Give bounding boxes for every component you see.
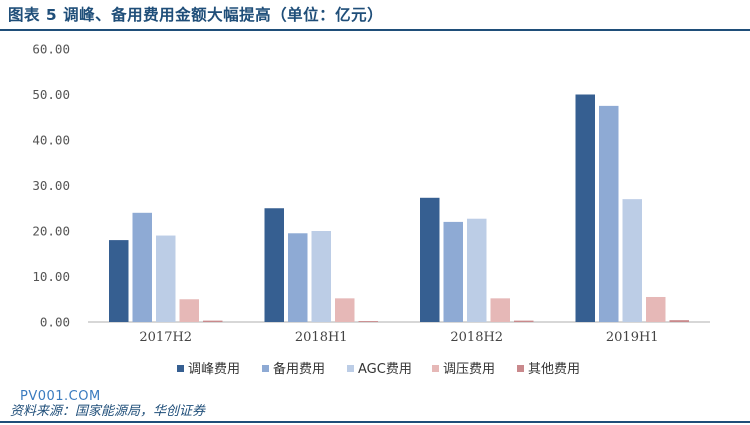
y-tick-label: 40.00 xyxy=(32,133,70,148)
bar xyxy=(109,240,129,322)
bar xyxy=(203,320,223,322)
bar xyxy=(132,212,152,322)
legend: 调峰费用 备用费用 AGC费用 调压费用 其他费用 xyxy=(177,361,580,377)
legend-label: 备用费用 xyxy=(273,361,325,377)
x-axis-labels: 2017H2 2018H1 2018H2 2019H1 xyxy=(139,330,658,345)
bar xyxy=(179,299,199,322)
y-tick-label: 10.00 xyxy=(32,269,70,284)
legend-swatch xyxy=(347,365,354,372)
x-category-label: 2017H2 xyxy=(139,330,192,345)
bar xyxy=(599,105,619,322)
legend-swatch xyxy=(177,365,184,372)
legend-label: 调压费用 xyxy=(443,362,495,377)
watermark-text: PV001.COM xyxy=(20,389,101,404)
legend-swatch xyxy=(262,365,269,372)
bar xyxy=(669,320,689,322)
bar xyxy=(622,199,642,322)
bar xyxy=(335,298,355,322)
x-category-label: 2019H1 xyxy=(606,330,659,345)
legend-label: 调峰费用 xyxy=(188,362,240,377)
bar xyxy=(575,94,595,322)
y-tick-label: 50.00 xyxy=(32,87,70,102)
y-tick-label: 0.00 xyxy=(40,315,70,330)
legend-label: AGC费用 xyxy=(358,362,412,377)
legend-label: 其他费用 xyxy=(528,362,580,377)
bar xyxy=(467,218,487,322)
bar xyxy=(646,296,666,322)
source-note: 资料来源：国家能源局，华创证券 xyxy=(10,404,206,419)
legend-swatch xyxy=(432,365,439,372)
bar xyxy=(358,321,378,322)
bar xyxy=(288,233,308,322)
bar xyxy=(514,320,534,322)
bottom-divider xyxy=(0,421,750,423)
title-divider xyxy=(0,29,750,31)
figure-title: 图表 5 调峰、备用费用金额大幅提高（单位：亿元） xyxy=(8,6,384,24)
y-tick-label: 60.00 xyxy=(32,42,70,57)
bar xyxy=(264,208,284,322)
bar xyxy=(420,197,440,322)
legend-swatch xyxy=(517,365,524,372)
y-tick-label: 20.00 xyxy=(32,224,70,239)
x-category-label: 2018H2 xyxy=(450,330,503,345)
x-category-label: 2018H1 xyxy=(295,330,348,345)
bars xyxy=(109,94,689,322)
bar xyxy=(490,298,510,322)
bar xyxy=(311,231,331,322)
bar xyxy=(443,221,463,322)
bar xyxy=(156,235,176,322)
y-tick-label: 30.00 xyxy=(32,178,70,193)
y-axis-labels: 0.00 10.00 20.00 30.00 40.00 50.00 60.00 xyxy=(32,42,70,330)
